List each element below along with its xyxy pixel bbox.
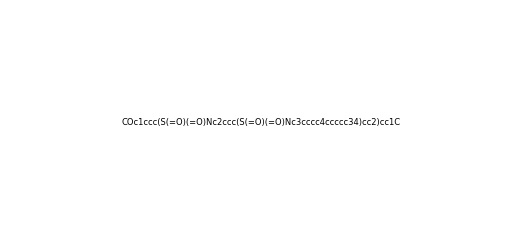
Text: COc1ccc(S(=O)(=O)Nc2ccc(S(=O)(=O)Nc3cccc4ccccc34)cc2)cc1C: COc1ccc(S(=O)(=O)Nc2ccc(S(=O)(=O)Nc3cccc…	[122, 118, 401, 127]
